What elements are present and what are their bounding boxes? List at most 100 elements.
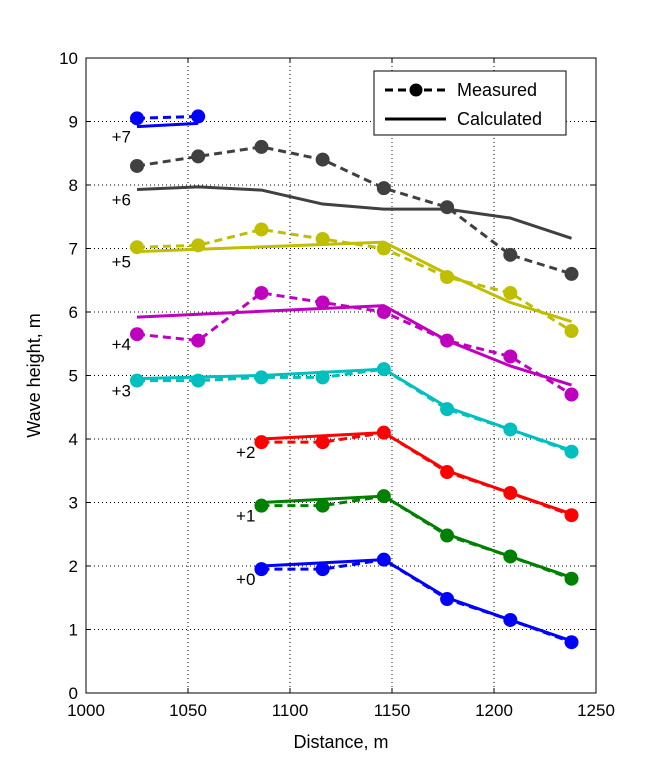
measured-point [564, 387, 579, 402]
measured-line [261, 431, 573, 517]
measured-line [137, 367, 573, 454]
measured-point [376, 305, 391, 319]
x-tick-label: 1100 [272, 701, 309, 720]
x-tick-label: 1250 [577, 701, 615, 720]
measured-point [315, 498, 330, 513]
series-plus0 [254, 552, 579, 650]
measured-point [440, 333, 455, 348]
legend-calculated-label: Calculated [457, 109, 542, 129]
measured-point [440, 465, 455, 480]
measured-point [130, 158, 144, 173]
y-tick-label: 6 [69, 303, 78, 322]
measured-point [191, 333, 206, 348]
calculated-line [136, 367, 573, 452]
measured-point [315, 435, 330, 450]
measured-point [191, 373, 206, 388]
measured-point [564, 571, 579, 586]
y-tick-label: 0 [69, 684, 78, 703]
measured-point [315, 295, 330, 310]
y-tick-label: 9 [69, 113, 78, 132]
measured-point [254, 370, 269, 385]
measured-point [503, 612, 518, 627]
measured-point [191, 109, 206, 124]
measured-line [136, 114, 199, 120]
offset-label: +4 [112, 335, 131, 354]
measured-point [254, 562, 269, 577]
series-plus2 [254, 425, 579, 523]
measured-point [503, 247, 518, 262]
measured-point [440, 528, 455, 543]
measured-point [503, 549, 518, 564]
measured-point [130, 327, 144, 342]
series-plus7 [130, 109, 206, 129]
measured-point [254, 435, 269, 450]
measured-point [440, 200, 455, 215]
measured-point [376, 425, 391, 440]
measured-point [315, 562, 330, 577]
measured-point [254, 285, 269, 300]
x-tick-label: 1000 [67, 701, 105, 720]
measured-point [130, 373, 144, 388]
measured-point [191, 238, 206, 253]
calculated-line [136, 121, 199, 129]
y-tick-label: 8 [69, 176, 78, 195]
y-tick-label: 2 [69, 557, 78, 576]
y-tick-label: 5 [69, 367, 78, 386]
measured-point [503, 422, 518, 437]
measured-point [503, 485, 518, 500]
measured-point [254, 498, 269, 513]
offset-label: +7 [112, 128, 131, 147]
x-tick-label: 1050 [169, 701, 207, 720]
measured-point [564, 266, 579, 281]
measured-point [564, 635, 579, 650]
y-tick-label: 4 [69, 430, 78, 449]
offset-labels: +0 +1 +2 +3 +4 +5 +6 +7 [112, 128, 256, 590]
calculated-line [136, 185, 572, 240]
y-axis-label: Wave height, m [24, 313, 44, 437]
offset-label: +2 [236, 443, 255, 462]
series-layer [130, 109, 579, 650]
measured-line [136, 227, 573, 333]
x-tick-label: 1200 [475, 701, 513, 720]
measured-point [503, 349, 518, 364]
measured-point [440, 592, 455, 607]
measured-point [315, 231, 330, 246]
measured-point [564, 508, 579, 523]
measured-point [376, 362, 391, 377]
measured-line [136, 145, 572, 276]
x-tick-label: 1150 [374, 701, 411, 720]
measured-point [254, 222, 269, 237]
measured-point [564, 324, 579, 339]
measured-point [376, 489, 391, 504]
offset-label: +1 [236, 507, 255, 526]
legend: Measured Calculated [373, 70, 567, 136]
series-plus4 [130, 285, 579, 402]
series-plus3 [130, 362, 579, 459]
series-plus1 [254, 489, 579, 586]
offset-label: +3 [112, 382, 131, 401]
measured-point [440, 270, 455, 285]
y-tick-label: 3 [69, 494, 78, 513]
series-plus6 [130, 139, 579, 281]
x-axis-label: Distance, m [293, 732, 388, 752]
measured-point [130, 240, 144, 255]
offset-label: +6 [112, 190, 131, 209]
measured-line [261, 558, 573, 644]
tick-labels: 1000 1050 1100 1150 1200 1250 0 1 2 3 4 5 6 7 8 9 10 [59, 49, 615, 720]
measured-point [503, 285, 518, 300]
offset-label: +0 [236, 570, 255, 589]
measured-line [261, 494, 573, 581]
ticks [85, 57, 597, 694]
measured-point [440, 402, 455, 417]
y-tick-label: 10 [59, 49, 78, 68]
legend-box [373, 70, 567, 136]
measured-point [376, 241, 391, 256]
measured-point [564, 444, 579, 459]
y-tick-label: 7 [69, 240, 78, 259]
measured-point [315, 370, 330, 385]
legend-measured-marker [409, 83, 423, 97]
measured-point [254, 139, 269, 154]
y-tick-label: 1 [69, 621, 78, 640]
offset-label: +5 [112, 253, 131, 272]
measured-point [191, 149, 206, 164]
